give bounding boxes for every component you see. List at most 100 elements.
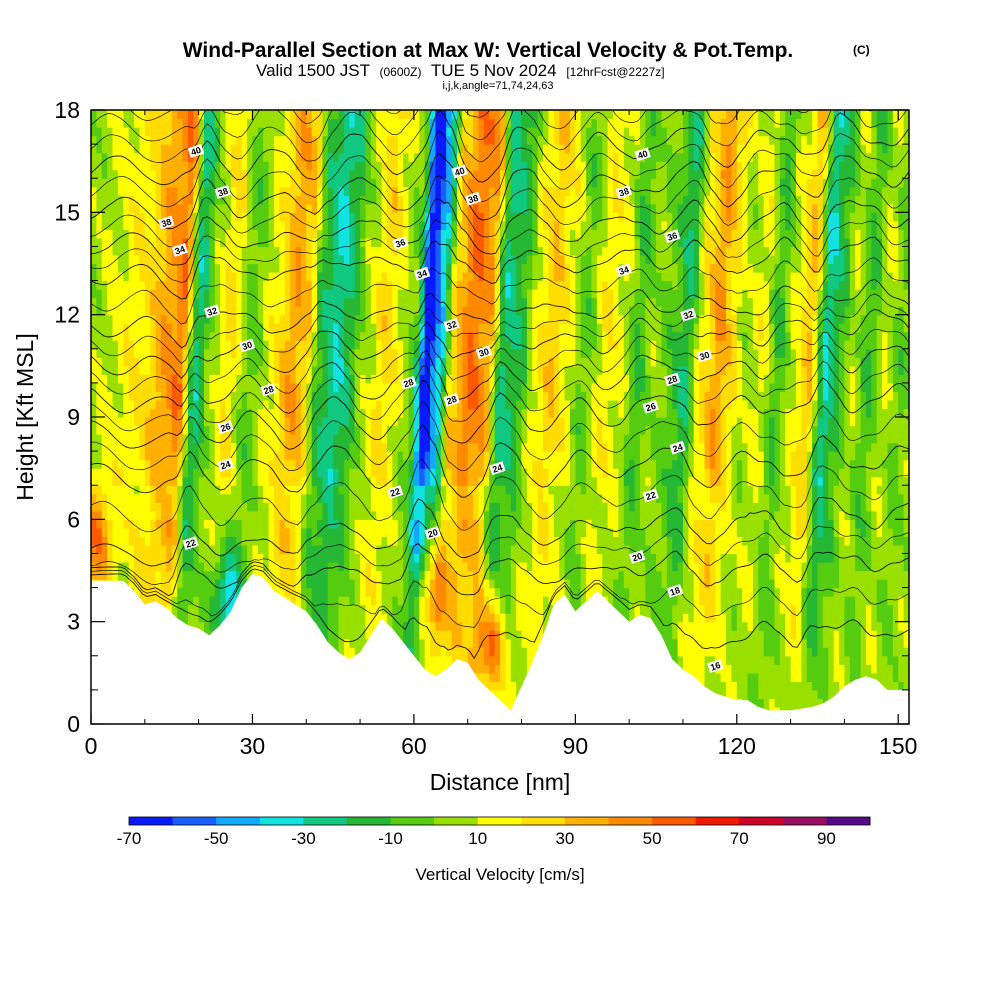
field-cell	[171, 314, 178, 324]
field-cell	[451, 212, 458, 222]
field-cell	[462, 638, 469, 648]
field-cell	[403, 272, 410, 282]
field-cell	[397, 314, 404, 324]
field-cell	[160, 348, 167, 358]
field-cell	[273, 203, 280, 213]
field-cell	[166, 195, 173, 205]
field-cell	[440, 485, 447, 495]
field-cell	[241, 374, 248, 384]
field-cell	[193, 306, 200, 316]
field-cell	[440, 357, 447, 367]
field-cell	[230, 314, 237, 324]
field-cell	[360, 314, 367, 324]
field-cell	[155, 237, 162, 248]
field-cell	[198, 596, 205, 606]
field-cell	[171, 289, 178, 299]
field-cell	[370, 323, 377, 333]
field-cell	[279, 254, 286, 265]
field-cell	[413, 544, 420, 555]
field-cell	[430, 152, 437, 162]
field-cell	[155, 459, 162, 469]
field-cell	[273, 169, 280, 179]
field-cell	[123, 561, 130, 572]
field-cell	[435, 212, 442, 222]
field-cell	[171, 417, 178, 427]
field-cell	[144, 161, 151, 171]
field-cell	[112, 544, 119, 555]
field-cell	[381, 331, 388, 341]
field-cell	[107, 365, 114, 375]
field-cell	[252, 229, 259, 239]
field-cell	[322, 314, 329, 324]
field-cell	[456, 638, 463, 648]
field-cell	[263, 144, 270, 154]
field-cell	[317, 161, 324, 171]
field-cell	[268, 127, 275, 137]
field-cell	[268, 263, 275, 273]
field-cell	[230, 203, 237, 213]
field-cell	[381, 272, 388, 282]
field-cell	[107, 417, 114, 427]
field-cell	[230, 365, 237, 375]
field-cell	[381, 510, 388, 520]
field-cell	[112, 527, 119, 537]
field-cell	[327, 331, 334, 341]
field-cell	[241, 357, 248, 367]
field-cell	[273, 536, 280, 546]
field-cell	[107, 553, 114, 563]
field-cell	[214, 297, 221, 307]
field-cell	[144, 127, 151, 137]
field-cell	[424, 502, 431, 512]
plot-area: 4038383432302826242236343230282840382422…	[54, 97, 917, 759]
field-cell	[333, 638, 340, 648]
field-cell	[155, 178, 162, 188]
field-cell	[171, 203, 178, 213]
field-cell	[306, 434, 313, 444]
field-cell	[317, 178, 324, 188]
field-cell	[440, 630, 447, 640]
field-cell	[413, 468, 420, 478]
field-cell	[134, 408, 141, 418]
field-cell	[101, 468, 108, 478]
field-cell	[317, 263, 324, 273]
field-cell	[107, 476, 114, 486]
field-cell	[392, 152, 399, 162]
field-cell	[365, 553, 372, 563]
field-cell	[150, 203, 157, 213]
field-cell	[230, 144, 237, 154]
field-cell	[290, 391, 297, 401]
field-cell	[349, 161, 356, 171]
field-cell	[365, 161, 372, 171]
field-cell	[150, 237, 157, 248]
field-cell	[451, 485, 458, 495]
field-cell	[96, 408, 103, 418]
field-cell	[128, 135, 135, 145]
field-cell	[419, 144, 426, 154]
field-cell	[333, 357, 340, 367]
field-cell	[300, 237, 307, 248]
field-cell	[381, 451, 388, 461]
field-cell	[349, 647, 356, 657]
field-cell	[123, 391, 130, 401]
field-cell	[349, 425, 356, 435]
field-cell	[220, 502, 227, 512]
field-cell	[241, 451, 248, 461]
field-cell	[209, 391, 216, 401]
field-cell	[456, 178, 463, 188]
field-cell	[177, 459, 184, 469]
field-cell	[392, 604, 399, 614]
field-cell	[150, 442, 157, 452]
field-cell	[290, 348, 297, 358]
field-cell	[268, 246, 275, 256]
field-cell	[193, 110, 200, 120]
field-cell	[360, 561, 367, 572]
field-cell	[171, 527, 178, 537]
field-cell	[440, 442, 447, 452]
field-cell	[446, 118, 453, 128]
field-cell	[241, 553, 248, 563]
field-cell	[91, 169, 97, 179]
field-cell	[408, 306, 415, 316]
field-cell	[408, 365, 415, 375]
field-cell	[134, 382, 141, 393]
field-cell	[446, 613, 453, 623]
